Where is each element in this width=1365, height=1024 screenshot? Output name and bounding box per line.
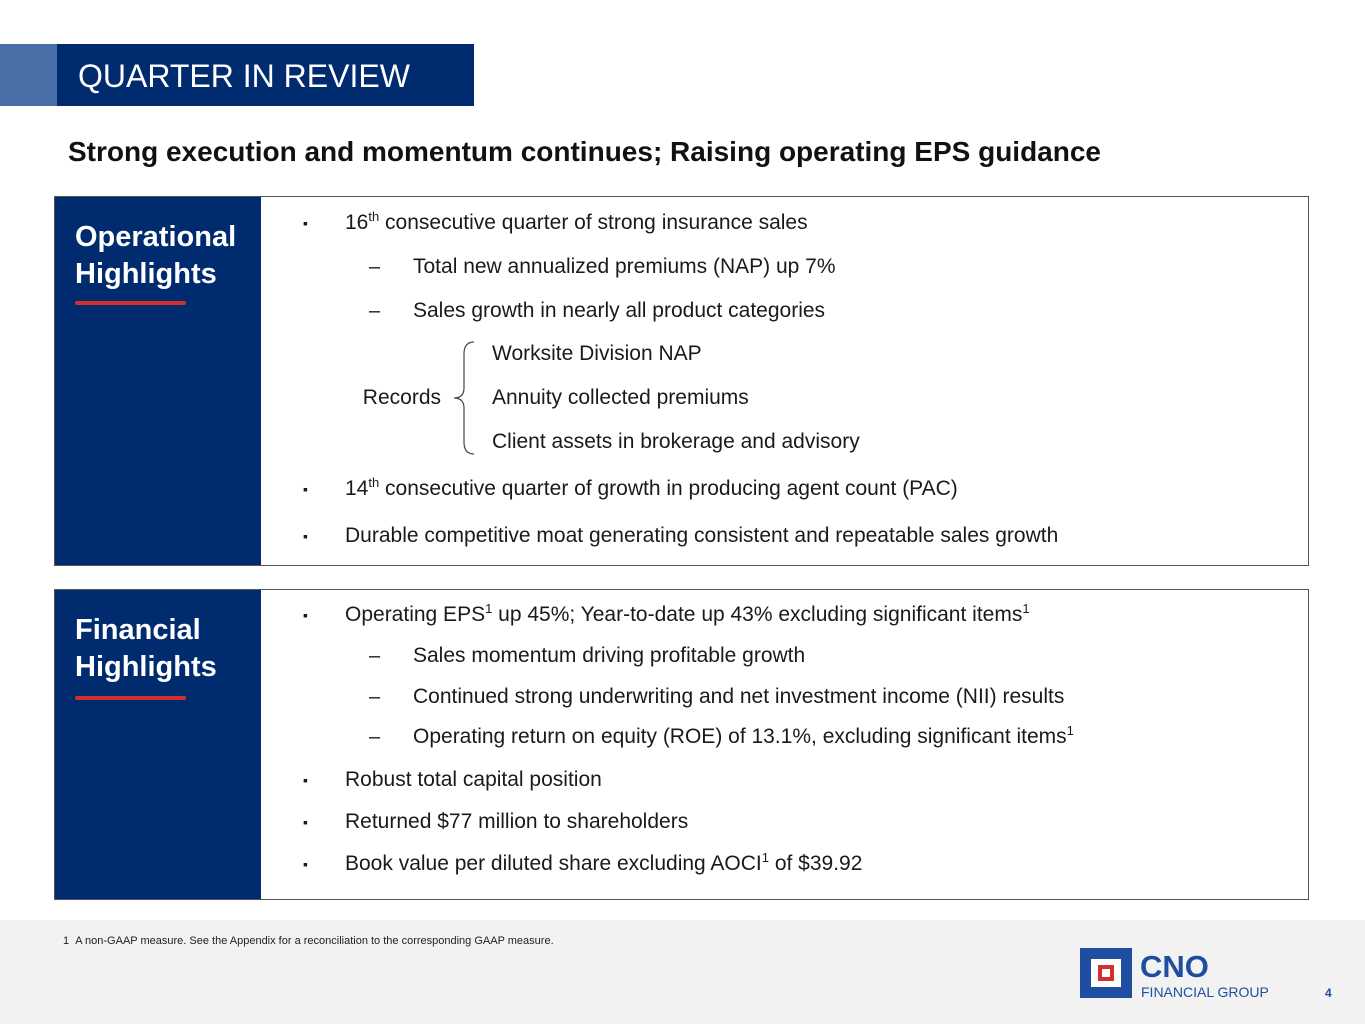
bullet: ▪ (303, 772, 308, 788)
subtitle: Strong execution and momentum continues;… (68, 136, 1102, 167)
heading-underline (75, 301, 186, 305)
text: Durable competitive moat generating cons… (345, 524, 1059, 547)
bullet-text: Operating EPS1 up 45%; Year-to-date up 4… (345, 601, 1030, 629)
text: Returned $77 million to shareholders (345, 810, 689, 833)
title-accent (0, 44, 57, 106)
heading-underline (75, 696, 186, 700)
dash: – (369, 256, 381, 278)
bullet-text: Sales growth in nearly all product categ… (413, 299, 825, 323)
superscript: th (368, 209, 380, 224)
bullet-text: Total new annualized premiums (NAP) up 7… (413, 255, 836, 279)
dash: – (369, 726, 381, 748)
brace (453, 341, 475, 455)
section-panel: Financial Highlights (55, 590, 261, 899)
text: 14 (345, 477, 369, 500)
superscript: 1 (1022, 601, 1030, 616)
bullet-text: 14th consecutive quarter of growth in pr… (345, 475, 958, 503)
footnote-text: A non-GAAP measure. See the Appendix for… (75, 935, 554, 947)
superscript: th (368, 475, 380, 490)
logo-mark (1080, 948, 1132, 998)
group-entry: Annuity collected premiums (492, 386, 749, 409)
bullet: ▪ (303, 481, 308, 497)
bullet-text: 16th consecutive quarter of strong insur… (345, 209, 808, 237)
dash: – (369, 645, 381, 667)
superscript: 1 (1066, 723, 1074, 738)
text: 16 (345, 211, 369, 234)
bullet: ▪ (303, 856, 308, 872)
section-box: Operational Highlights (54, 196, 1309, 566)
superscript: 1 (485, 601, 493, 616)
title-bar (57, 44, 474, 106)
slide-title: QUARTER IN REVIEW (78, 58, 410, 94)
text: Sales growth in nearly all product categ… (413, 299, 826, 322)
section-box: Financial Highlights (54, 589, 1309, 900)
bullet-text: Durable competitive moat generating cons… (345, 524, 1058, 548)
bullet: ▪ (303, 528, 308, 544)
bullet-text: Operating return on equity (ROE) of 13.1… (413, 723, 1074, 751)
bullet-text: Sales momentum driving profitable growth (413, 644, 805, 668)
footnote: 1 A non-GAAP measure. See the Appendix f… (63, 935, 554, 947)
page-number: 4 (1325, 986, 1332, 1000)
bullet: ▪ (303, 607, 308, 623)
footnote-number: 1 (63, 935, 70, 947)
logo-name: CNO (1140, 949, 1209, 984)
bullet-text: Robust total capital position (345, 768, 602, 792)
text: Book value per diluted share excluding A… (345, 852, 762, 875)
footer: 1 A non-GAAP measure. See the Appendix f… (0, 920, 1365, 1024)
superscript: 1 (761, 850, 769, 865)
dash: – (369, 300, 381, 322)
text: Operating return on equity (ROE) of 13.1… (413, 725, 1067, 748)
text: Continued strong underwriting and net in… (413, 685, 1065, 708)
dash: – (369, 686, 381, 708)
text: consecutive quarter of growth in produci… (379, 477, 958, 500)
text: up 45%; Year-to-date up 43% excluding si… (492, 603, 1023, 626)
group-entry: Client assets in brokerage and advisory (492, 430, 860, 453)
section-heading: Financial Highlights (75, 614, 217, 683)
bullet-text: Continued strong underwriting and net in… (413, 685, 1064, 709)
text: Robust total capital position (345, 768, 602, 791)
bullet-text: Returned $77 million to shareholders (345, 810, 688, 834)
text: consecutive quarter of strong insurance … (379, 211, 808, 234)
bullet: ▪ (303, 215, 308, 231)
group-label: Records (362, 386, 441, 409)
section-panel: Operational Highlights (55, 197, 261, 565)
text: Operating EPS (345, 603, 486, 626)
group-entry: Worksite Division NAP (492, 342, 702, 365)
bullet-text: Book value per diluted share excluding A… (345, 850, 863, 878)
logo-tagline: FINANCIAL GROUP (1141, 984, 1269, 1000)
section-heading: Operational Highlights (75, 221, 237, 290)
text: Total new annualized premiums (NAP) up 7… (413, 255, 836, 278)
text: of $39.92 (768, 852, 863, 875)
bullet: ▪ (303, 814, 308, 830)
text: Sales momentum driving profitable growth (413, 644, 806, 667)
